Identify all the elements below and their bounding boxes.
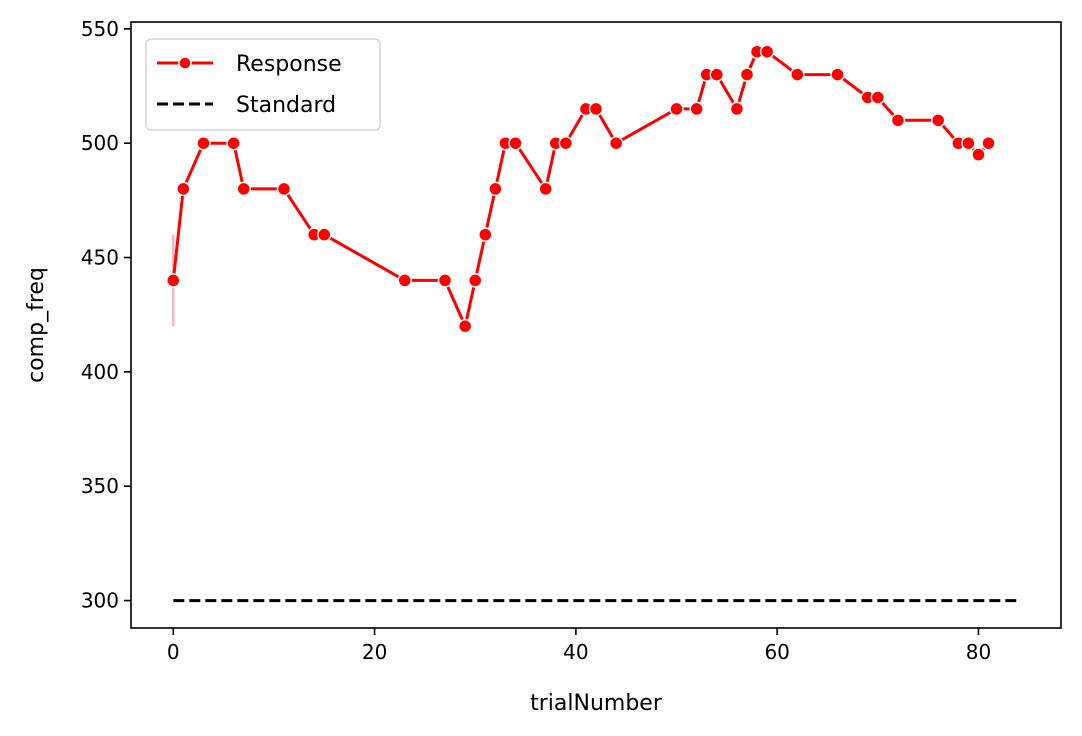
x-axis: 0 20 40 60 80 (167, 628, 991, 664)
data-point (689, 101, 704, 117)
x-tick-label: 20 (362, 640, 387, 664)
x-tick-label: 0 (167, 640, 180, 664)
y-tick-label: 450 (81, 246, 119, 270)
y-tick-label: 400 (81, 360, 119, 384)
data-point (830, 67, 845, 82)
data-point (890, 113, 906, 128)
data-point (759, 44, 775, 59)
data-point (961, 135, 976, 151)
data-point (316, 227, 332, 242)
data-point (669, 101, 684, 117)
data-point (709, 67, 725, 82)
data-point (739, 67, 755, 82)
data-point (437, 273, 453, 288)
series-response (166, 44, 996, 334)
data-point (236, 181, 251, 197)
data-point (588, 101, 604, 117)
x-tick-label: 60 (764, 640, 789, 664)
y-axis: 300 350 400 450 500 550 (81, 17, 131, 613)
plot-area (166, 44, 1019, 603)
data-point (478, 227, 493, 242)
data-point (870, 90, 886, 105)
y-tick-label: 300 (81, 589, 119, 613)
data-point (538, 181, 553, 197)
axes-frame (130, 21, 1062, 629)
x-tick-label: 40 (563, 640, 588, 664)
data-point (558, 135, 574, 151)
data-point (276, 181, 292, 197)
data-point (508, 135, 523, 151)
y-tick-label: 500 (81, 131, 119, 155)
data-point (457, 318, 473, 334)
data-point (196, 135, 211, 151)
data-point (608, 135, 624, 151)
data-point (166, 273, 181, 288)
x-axis-label: trialNumber (530, 691, 663, 716)
data-point (981, 135, 996, 151)
x-tick-label: 80 (966, 640, 991, 664)
y-tick-label: 550 (81, 17, 119, 41)
data-point (176, 181, 191, 197)
legend: Response Standard (145, 38, 381, 131)
legend-standard-label: Standard (236, 93, 336, 118)
data-point (467, 273, 483, 288)
y-axis-label: comp_freq (24, 267, 49, 383)
legend-response-label: Response (236, 52, 342, 77)
data-point (971, 147, 986, 162)
data-point (488, 181, 503, 197)
y-tick-label: 350 (81, 474, 119, 498)
data-point (729, 101, 745, 117)
data-point (930, 113, 946, 128)
data-point (226, 135, 241, 151)
legend-response-marker (178, 56, 192, 70)
data-point (397, 273, 413, 288)
data-point (790, 67, 805, 82)
